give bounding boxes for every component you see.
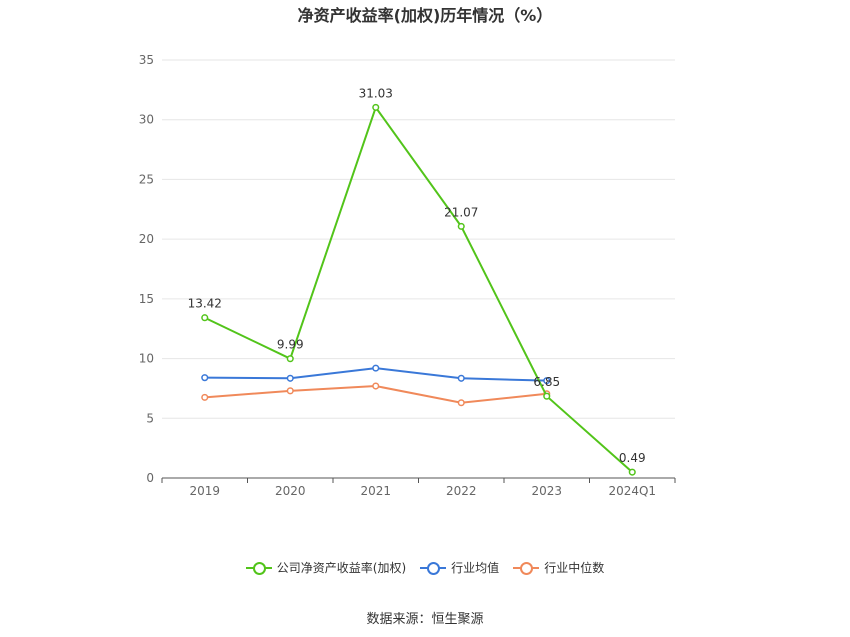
data-point xyxy=(628,468,636,476)
data-point xyxy=(543,377,551,385)
legend-marker-icon xyxy=(513,561,540,575)
data-point xyxy=(286,355,294,363)
data-label: 6.85 xyxy=(533,375,560,389)
data-point xyxy=(372,364,380,372)
data-point xyxy=(201,374,209,382)
x-tick-label: 2024Q1 xyxy=(608,484,656,498)
data-point xyxy=(372,103,380,111)
data-point xyxy=(543,392,551,400)
data-point xyxy=(286,387,294,395)
data-point xyxy=(286,374,294,382)
y-tick-label: 10 xyxy=(139,352,154,366)
series-line xyxy=(204,105,633,473)
legend-dot xyxy=(427,561,441,575)
data-point xyxy=(457,374,465,382)
legend-dot xyxy=(252,561,266,575)
x-tick-label: 2021 xyxy=(360,484,391,498)
data-point xyxy=(201,314,209,322)
legend-item[interactable]: 行业中位数 xyxy=(513,559,604,576)
axes: 0 5 10 15 20 25 30 35 2019 2020 2021 2022 2023 2024Q1 xyxy=(139,53,676,498)
data-label: 31.03 xyxy=(359,86,393,100)
y-tick-label: 0 xyxy=(146,471,154,485)
legend: 公司净资产收益率(加权) 行业均值 行业中位数 xyxy=(0,559,850,576)
x-tick-label: 2023 xyxy=(531,484,562,498)
data-point xyxy=(372,382,380,390)
y-tick-label: 5 xyxy=(146,411,154,425)
x-tick-label: 2020 xyxy=(275,484,306,498)
legend-item[interactable]: 行业均值 xyxy=(420,559,499,576)
y-tick-label: 20 xyxy=(139,232,154,246)
legend-item[interactable]: 公司净资产收益率(加权) xyxy=(245,559,407,576)
data-point xyxy=(201,393,209,401)
chart-title: 净资产收益率(加权)历年情况（%） xyxy=(297,6,553,25)
data-point xyxy=(457,222,465,230)
legend-marker-icon xyxy=(245,561,272,575)
y-tick-label: 30 xyxy=(139,113,154,127)
data-label: 13.42 xyxy=(188,297,222,311)
data-label: 9.99 xyxy=(277,338,304,352)
x-tick-label: 2019 xyxy=(189,484,220,498)
y-tick-label: 15 xyxy=(139,292,154,306)
data-point xyxy=(457,399,465,407)
y-tick-label: 25 xyxy=(139,172,154,186)
data-label: 0.49 xyxy=(619,451,646,465)
data-label: 21.07 xyxy=(444,205,478,219)
legend-label: 公司净资产收益率(加权) xyxy=(276,561,407,575)
legend-dot xyxy=(520,561,534,575)
x-tick-label: 2022 xyxy=(446,484,477,498)
series-lines xyxy=(201,103,636,476)
gridlines xyxy=(162,59,675,419)
legend-label: 行业中位数 xyxy=(544,561,605,575)
legend-marker-icon xyxy=(420,561,447,575)
data-labels: 13.42 9.99 31.03 21.07 6.85 0.49 xyxy=(188,86,646,465)
legend-label: 行业均值 xyxy=(451,561,500,575)
y-tick-label: 35 xyxy=(139,53,154,67)
data-source-note: 数据来源：恒生聚源 xyxy=(366,612,484,627)
